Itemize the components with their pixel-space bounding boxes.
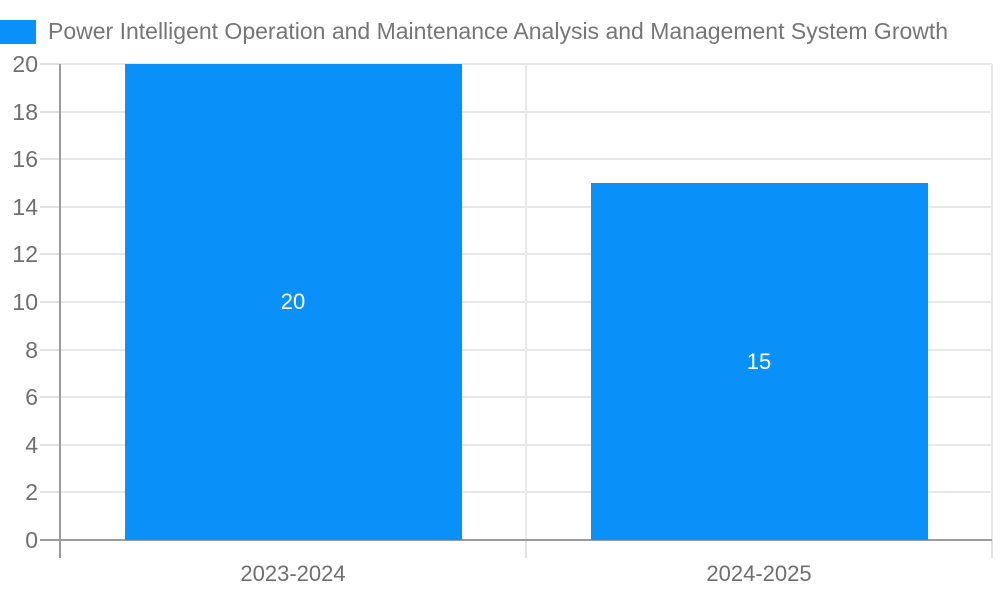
y-tick-label: 8 [25, 337, 38, 363]
x-tick-mark [525, 540, 527, 558]
y-tick-mark [40, 491, 60, 493]
y-tick-label: 12 [12, 241, 38, 267]
y-tick-label: 16 [12, 146, 38, 172]
y-tick-label: 18 [12, 99, 38, 125]
x-axis-line [40, 539, 992, 541]
x-tick-label: 2023-2024 [240, 561, 346, 586]
y-tick-mark [40, 396, 60, 398]
y-tick-mark [40, 444, 60, 446]
y-tick-label: 14 [12, 194, 38, 220]
gridline [991, 64, 993, 540]
y-tick-mark [40, 111, 60, 113]
x-tick-mark [991, 540, 993, 558]
y-tick-label: 10 [12, 289, 38, 315]
x-tick-label: 2024-2025 [706, 561, 812, 586]
legend-swatch-icon [0, 20, 36, 44]
y-tick-label: 4 [25, 432, 38, 458]
y-tick-mark [40, 158, 60, 160]
y-tick-mark [40, 63, 60, 65]
legend-label: Power Intelligent Operation and Maintena… [48, 18, 949, 44]
y-tick-mark [40, 206, 60, 208]
bar[interactable] [125, 64, 462, 540]
legend[interactable]: Power Intelligent Operation and Maintena… [0, 14, 1000, 48]
y-tick-label: 2 [25, 479, 38, 505]
y-tick-label: 20 [12, 51, 38, 77]
y-tick-mark [40, 349, 60, 351]
y-tick-label: 6 [25, 384, 38, 410]
gridline [525, 64, 527, 540]
y-tick-mark [40, 301, 60, 303]
y-tick-label: 0 [25, 527, 38, 553]
bar[interactable] [591, 183, 928, 540]
y-tick-mark [40, 253, 60, 255]
y-axis-line [59, 64, 61, 558]
